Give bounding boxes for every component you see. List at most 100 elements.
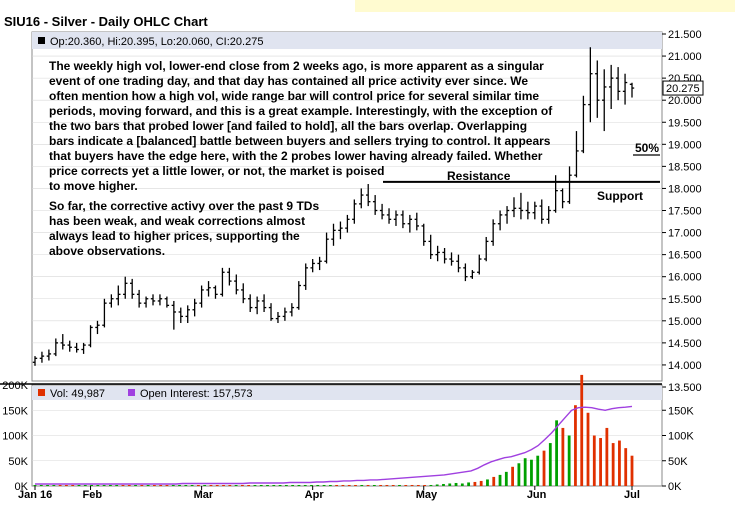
- ohlc-bar: [164, 296, 170, 308]
- volume-bar: [178, 484, 181, 486]
- volume-bar: [203, 484, 207, 486]
- volume-bar: [165, 484, 169, 486]
- volume-bar: [618, 440, 621, 486]
- price-tick-label: 13.500: [668, 382, 702, 394]
- volume-bar: [215, 484, 219, 486]
- month-label: Jun: [527, 489, 547, 501]
- month-label: Jul: [624, 489, 640, 501]
- volume-bar: [372, 484, 376, 486]
- month-label: Jan 16: [18, 489, 52, 501]
- volume-bar: [83, 484, 87, 486]
- ohlc-bar: [414, 212, 420, 231]
- month-label: Feb: [83, 489, 103, 501]
- commentary-line: price corrects yet a little lower, or no…: [49, 164, 384, 178]
- ohlc-bar: [588, 47, 593, 123]
- ohlc-bar: [157, 294, 163, 306]
- ohlc-bar: [116, 285, 121, 306]
- ohlc-bar: [428, 234, 433, 260]
- volume-bar: [448, 483, 452, 486]
- ohlc-bar: [213, 285, 218, 299]
- price-tick-label: 16.500: [668, 250, 702, 262]
- ohlc-bar: [32, 356, 38, 366]
- ohlc-bar: [74, 342, 79, 353]
- volume-bar: [209, 484, 213, 486]
- volume-bar: [335, 484, 339, 486]
- volume-tick-label-left: 100K: [2, 431, 28, 443]
- volume-bar: [605, 427, 609, 486]
- ohlc-bar: [143, 296, 149, 308]
- commentary-line: to move higher.: [49, 179, 138, 193]
- ohlc-bar: [136, 289, 142, 308]
- volume-bar: [347, 484, 351, 486]
- volume-bar: [624, 448, 628, 486]
- ohlc-bar: [338, 221, 343, 240]
- volume-bar: [473, 481, 477, 486]
- ohlc-bar: [574, 131, 579, 178]
- vol-legend-swatch: [38, 389, 45, 396]
- ohlc-bar: [60, 334, 65, 350]
- ohlc-bar: [81, 342, 86, 354]
- volume-tick-label-right: 150K: [668, 405, 694, 417]
- ohlc-bar: [463, 263, 468, 282]
- volume-bar: [303, 484, 307, 486]
- volume-bar: [492, 476, 496, 486]
- volume-bar: [366, 484, 370, 486]
- ohlc-bar: [366, 184, 371, 207]
- volume-bars: [33, 374, 634, 486]
- volume-bar: [284, 484, 288, 486]
- price-tick-label: 15.000: [668, 316, 702, 328]
- ohlc-bar: [449, 252, 454, 266]
- volume-bar: [580, 374, 584, 486]
- commentary-block-1: The weekly high vol, lower-end close fro…: [49, 59, 553, 193]
- ohlc-bar: [123, 276, 128, 299]
- volume-bar: [517, 463, 521, 486]
- resistance-label: Resistance: [447, 169, 511, 183]
- volume-bar: [196, 484, 200, 486]
- volume-bar: [33, 484, 37, 486]
- price-panel: [31, 31, 663, 382]
- price-axis: 21.50021.00020.50020.00019.50019.00018.5…: [662, 29, 702, 394]
- volume-bar: [486, 479, 489, 486]
- ohlc-bar: [268, 303, 274, 321]
- volume-bar: [190, 484, 194, 486]
- commentary-line: always lead to higher prices, supporting…: [49, 229, 300, 243]
- price-tick-label: 14.500: [668, 338, 702, 350]
- volume-bar: [398, 484, 401, 486]
- month-label: Apr: [305, 489, 325, 501]
- volume-bar: [504, 471, 508, 486]
- last-price-box: 20.275: [662, 80, 704, 96]
- commentary-line: event of one trading day, and that day h…: [49, 74, 528, 88]
- ohlc-bar: [289, 303, 295, 317]
- ohlc-bar: [88, 325, 93, 348]
- ohlc-bar: [490, 219, 496, 246]
- ohlc-bar: [185, 305, 190, 324]
- volume-bar: [266, 484, 269, 486]
- volume-bar: [454, 482, 458, 486]
- volume-bar: [599, 438, 602, 486]
- volume-bar: [548, 443, 552, 486]
- price-tick-label: 17.500: [668, 206, 702, 218]
- volume-bar: [234, 484, 238, 486]
- ohlc-bar: [178, 307, 183, 324]
- price-tick-label: 19.000: [668, 139, 702, 151]
- volume-bar: [574, 405, 577, 486]
- volume-bar: [442, 483, 445, 486]
- ohlc-bar: [275, 311, 281, 324]
- ohlc-bar: [581, 95, 586, 154]
- ohlc-bar: [470, 270, 475, 279]
- volume-bar: [561, 427, 565, 486]
- ohlc-bar: [379, 203, 385, 220]
- volume-bar: [115, 484, 119, 486]
- volume-bar: [460, 483, 464, 486]
- ohlc-bar: [386, 208, 392, 224]
- commentary-line: above observations.: [49, 244, 165, 258]
- oi-legend-swatch: [128, 389, 135, 396]
- volume-bar: [291, 484, 295, 486]
- ohlc-bar: [109, 294, 114, 308]
- volume-bar: [467, 482, 471, 486]
- commentary-line: often mention how a high vol, wide range…: [49, 89, 539, 103]
- volume-bar: [611, 443, 615, 486]
- volume-bar: [153, 484, 156, 486]
- volume-bar: [109, 484, 112, 486]
